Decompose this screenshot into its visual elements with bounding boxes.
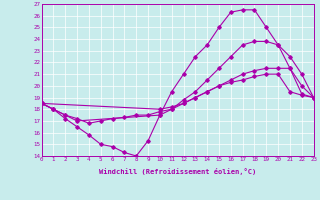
X-axis label: Windchill (Refroidissement éolien,°C): Windchill (Refroidissement éolien,°C) xyxy=(99,168,256,175)
